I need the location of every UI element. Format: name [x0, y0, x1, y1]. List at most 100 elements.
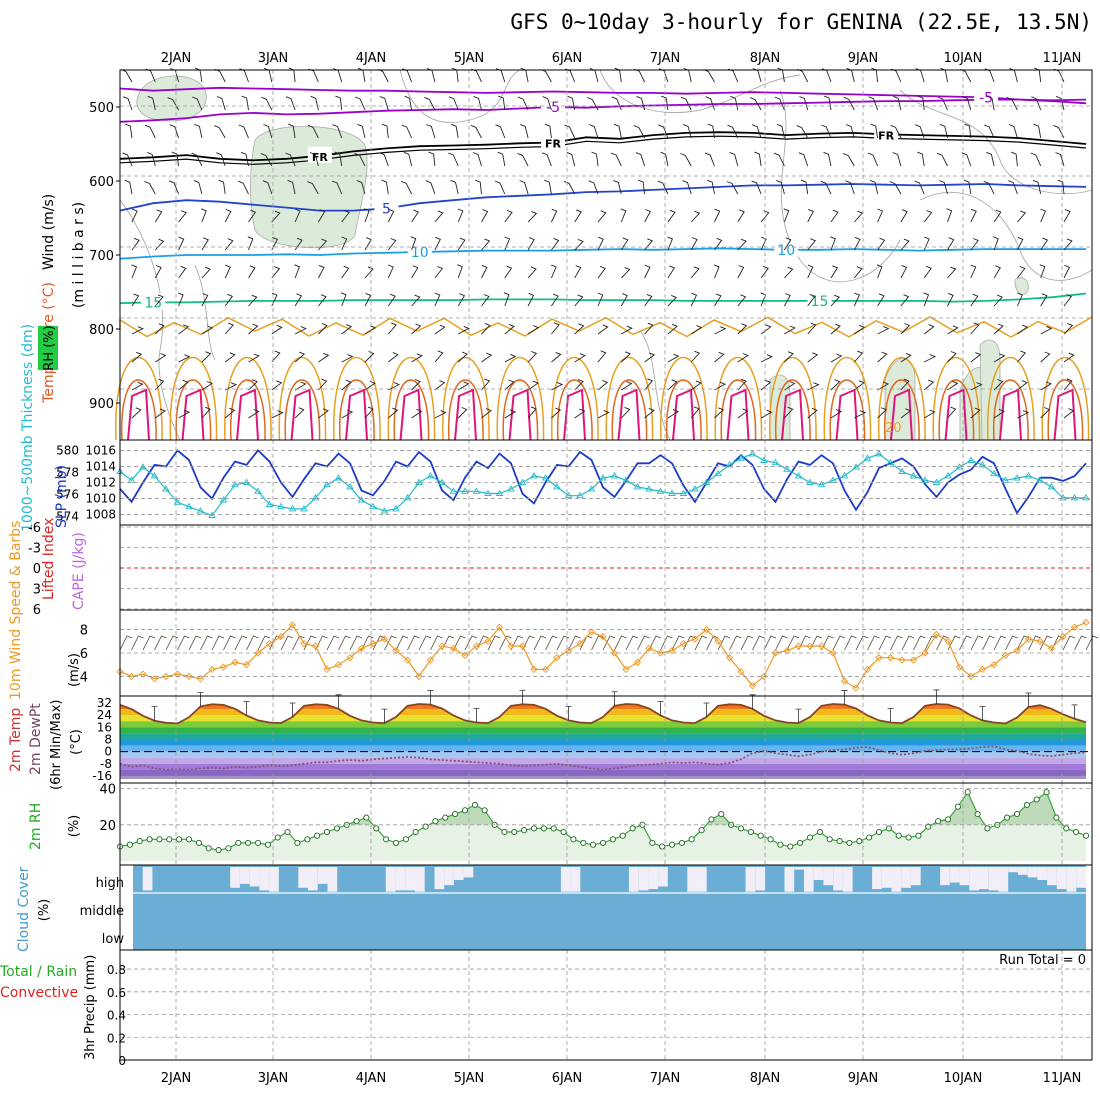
- wind-barb: [155, 408, 166, 419]
- wind-barb: [154, 265, 162, 279]
- high-cloud-gap-bar: [979, 867, 989, 890]
- wind-barb: [704, 152, 715, 167]
- high-cloud-gap-bar: [823, 867, 834, 886]
- wind-barb: [690, 266, 700, 279]
- wind-barb: [261, 96, 273, 111]
- surface-wind-barb: [1074, 635, 1087, 651]
- rh-marker: [974, 810, 981, 818]
- contour-label: -5: [546, 100, 560, 116]
- surface-wind-barb: [775, 635, 788, 651]
- thickness-marker: [449, 487, 458, 494]
- wind-barb: [667, 294, 677, 307]
- wind-barb: [1017, 410, 1030, 419]
- wind-barb: [519, 180, 529, 195]
- wind-barb: [970, 208, 977, 223]
- thickness-marker: [702, 478, 711, 485]
- high-cloud-gap-bar: [570, 867, 581, 892]
- rh-marker: [984, 825, 991, 832]
- slp-tick-label: 1014: [85, 459, 116, 473]
- series-line-thickness: [119, 453, 1086, 517]
- wind-barb: [993, 294, 1003, 307]
- contour-25c-cell: [339, 379, 375, 441]
- wind-barb: [597, 265, 606, 279]
- wind-barb: [923, 354, 936, 363]
- wind-barb: [830, 265, 839, 279]
- wind-barb: [807, 407, 818, 419]
- wind-barb: [713, 264, 720, 279]
- bottom-date-label: 5JAN: [454, 1071, 485, 1086]
- wind-barb: [644, 378, 654, 391]
- rh-marker: [166, 836, 173, 843]
- contour-30c-cell: [999, 388, 1022, 441]
- surface-wind-barb: [625, 635, 639, 651]
- wind-barb: [644, 209, 652, 223]
- wind-barb: [597, 324, 609, 335]
- wind-barb: [434, 350, 444, 363]
- wind-barb: [923, 265, 932, 279]
- contour-20c-cell: [660, 357, 708, 441]
- high-cloud-gap-bar: [453, 867, 464, 880]
- pressure-tick-label: 900: [89, 397, 114, 412]
- wind-speed-marker: [944, 637, 952, 645]
- wind-barb: [457, 325, 470, 335]
- contour-label: 10: [777, 243, 795, 259]
- top-date-label: 4JAN: [356, 51, 387, 66]
- wind-speed-marker: [794, 642, 803, 650]
- wind-barb: [914, 124, 925, 139]
- wind-barb: [613, 123, 622, 139]
- surface-wind-barb: [487, 635, 501, 651]
- wind-barb: [481, 352, 493, 363]
- surface-wind-barb: [303, 635, 317, 651]
- high-cloud-gap-bar: [259, 867, 270, 891]
- wind-barb: [527, 266, 537, 279]
- wind-speed-marker: [622, 665, 630, 674]
- rh-contour-line: [899, 89, 1093, 195]
- surface-wind-barb: [1085, 635, 1099, 651]
- wind-speed-marker: [530, 665, 538, 674]
- rh-marker: [363, 814, 370, 821]
- wind-barb: [271, 350, 281, 363]
- wind-barb: [923, 292, 930, 307]
- wind-barb: [890, 124, 902, 139]
- wind-barb: [667, 323, 678, 335]
- thickness-marker: [1047, 483, 1056, 490]
- wind-barb: [667, 379, 678, 391]
- wind-speed-marker: [817, 642, 826, 650]
- wind-barb: [877, 208, 884, 223]
- surface-wind-barb: [729, 635, 742, 651]
- thickness-marker: [990, 469, 998, 477]
- wind-barb: [457, 264, 463, 279]
- temperature-minmax-bar: [841, 690, 848, 705]
- wind-barb: [869, 179, 879, 195]
- wind-speed-marker: [415, 672, 423, 681]
- surface-wind-barb: [407, 635, 420, 651]
- wind-barb: [690, 350, 701, 363]
- temperature-minmax-bar: [243, 701, 250, 716]
- wind-barb: [544, 179, 552, 195]
- wind-barb: [774, 96, 785, 111]
- surface-wind-barb: [326, 635, 340, 651]
- wind-barb: [332, 124, 343, 139]
- wind-barb: [169, 124, 180, 139]
- wind-barb: [970, 407, 981, 419]
- wind-barb: [271, 210, 281, 223]
- wind-barb: [517, 152, 529, 167]
- wind-barb: [224, 352, 236, 363]
- wind-barb: [900, 264, 908, 279]
- rh-marker: [432, 818, 439, 825]
- wind-barb: [294, 351, 306, 363]
- wind-barb: [680, 153, 692, 167]
- wind-barb: [520, 123, 529, 139]
- wind-barb: [900, 323, 911, 335]
- temperature-minmax-bar: [1025, 692, 1032, 707]
- thickness-marker: [760, 456, 768, 463]
- surface-wind-barb: [533, 635, 547, 651]
- wind-barb: [131, 351, 143, 363]
- wind-speed-marker: [955, 663, 964, 671]
- wind-barb: [1040, 293, 1048, 307]
- wind-barb: [760, 292, 767, 307]
- wind-barb: [597, 210, 607, 223]
- temperature-tick-label: -16: [92, 769, 112, 783]
- thickness-marker: [369, 502, 377, 510]
- rh-marker: [245, 839, 252, 846]
